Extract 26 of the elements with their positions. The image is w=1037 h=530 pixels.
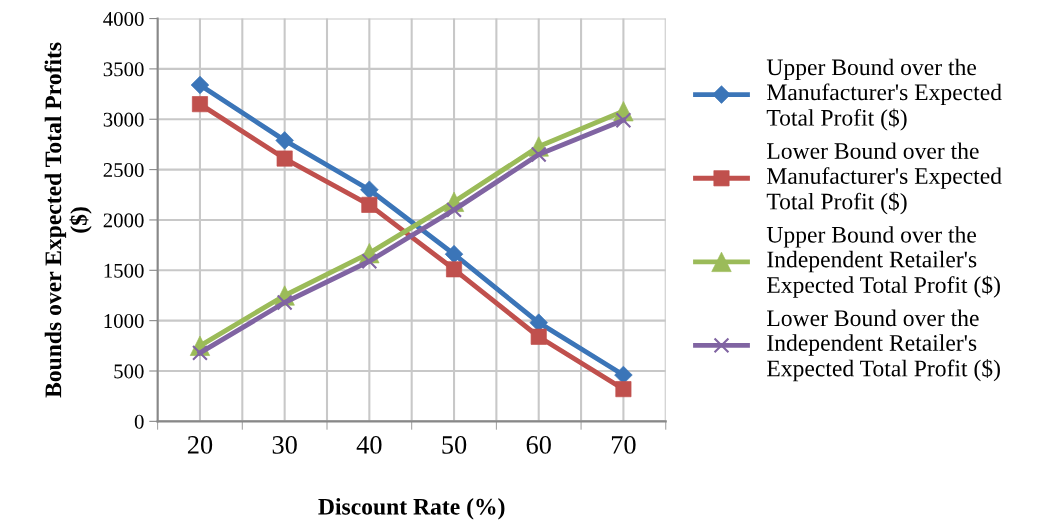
point [530, 146, 547, 163]
y-tick-label: 3000 [103, 112, 144, 127]
legend-label: Lower Bound over the Independent Retailer's Expected Total Profit ($) [767, 309, 1000, 382]
x-tick-label: 20 [187, 436, 213, 454]
y-tick-label: 4000 [103, 11, 144, 26]
x-tick-label: 70 [611, 436, 636, 454]
point [276, 294, 293, 311]
y-tick-label: 1000 [104, 314, 144, 329]
x-tick-label: 50 [442, 436, 467, 454]
x-tick-label: 30 [272, 436, 297, 454]
x-tick-label: 60 [526, 436, 551, 454]
x-axis-title: Discount Rate (%) [318, 498, 505, 520]
point [615, 381, 632, 398]
y-tick-label: 1500 [104, 263, 144, 278]
point [361, 253, 378, 270]
y-tick-label: 2000 [103, 213, 144, 228]
legend-label: Lower Bound over the Manufacturer's Expected Total Profit ($) [766, 142, 1002, 215]
x-tick-label: 40 [356, 436, 382, 454]
y-tick-label: 2500 [103, 162, 144, 178]
y-axis-title: Bounds over Expected Total Profits ($) [44, 42, 92, 398]
point [615, 112, 632, 129]
legend-label: Upper Bound over the Independent Retailer's Expected Total Profit ($) [766, 226, 1000, 298]
y-tick-label: 3500 [103, 62, 144, 77]
y-tick-label: 0 [134, 414, 144, 429]
y-tick-label: 500 [114, 364, 144, 379]
legend-label: Upper Bound over the Manufacturer's Expected Total Profit ($) [766, 58, 1002, 131]
